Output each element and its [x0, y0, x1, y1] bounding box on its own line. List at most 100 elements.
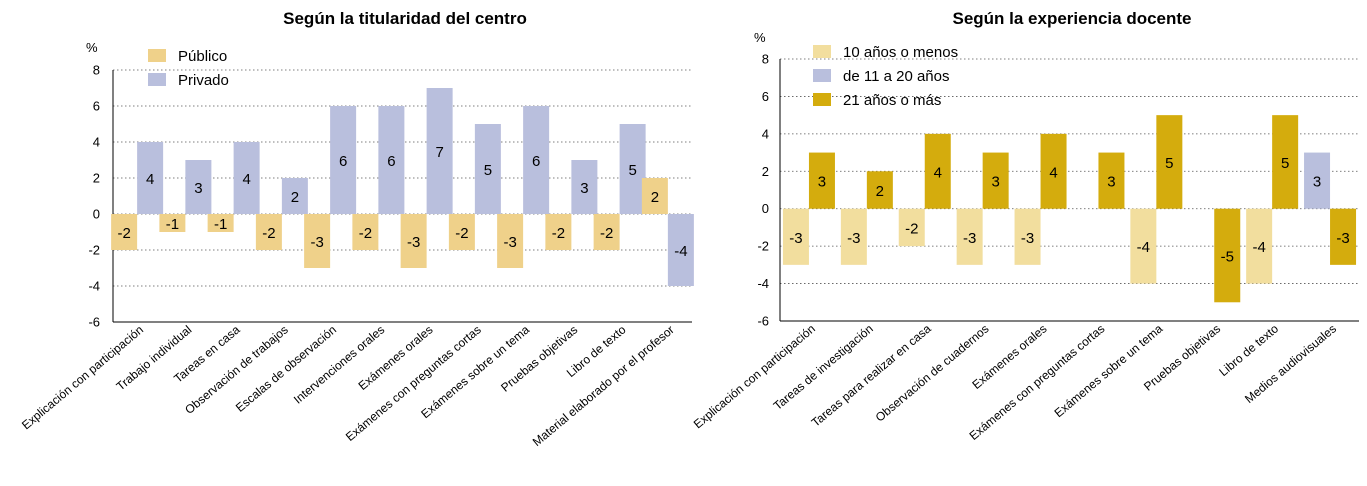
data-label: 6	[387, 153, 395, 170]
bar	[185, 160, 212, 214]
bar	[1330, 208, 1357, 265]
data-label: 7	[435, 144, 443, 161]
x-tick-label: Tareas de investigación	[771, 322, 876, 413]
y-tick-label: -6	[88, 315, 100, 330]
data-label: 4	[1049, 164, 1057, 181]
legend-swatch	[148, 49, 166, 62]
data-label: -4	[1137, 239, 1150, 256]
data-label: -2	[455, 225, 468, 242]
bar	[1272, 115, 1299, 209]
legend-swatch	[813, 69, 831, 82]
bar	[982, 152, 1009, 209]
data-label: -3	[310, 234, 323, 251]
data-label: 2	[651, 189, 659, 206]
bar	[207, 214, 234, 232]
data-label: -4	[674, 243, 687, 260]
legend-label: Público	[178, 48, 227, 65]
x-tick-label: Tareas para realizar en casa	[809, 321, 934, 429]
y-tick-label: 0	[93, 207, 100, 222]
bar	[137, 142, 164, 214]
data-label: 5	[628, 162, 636, 179]
x-tick-label: Explicación con participación	[691, 322, 818, 432]
bar	[1130, 208, 1157, 284]
data-label: -3	[1336, 230, 1349, 247]
x-tick-label: Exámenes sobre un tema	[1052, 321, 1166, 420]
data-label: 6	[339, 153, 347, 170]
data-label: -3	[847, 230, 860, 247]
y-tick-label: -2	[88, 243, 100, 258]
bar	[1246, 208, 1273, 284]
y-tick-label: 8	[762, 52, 769, 67]
data-label: 4	[146, 171, 154, 188]
bar	[426, 88, 453, 214]
data-label: -2	[600, 225, 613, 242]
bar	[782, 208, 809, 265]
data-label: 4	[242, 171, 250, 188]
bar	[667, 214, 694, 286]
y-tick-label: 4	[93, 135, 100, 150]
bar	[571, 160, 598, 214]
bar	[474, 124, 501, 214]
legend-swatch	[813, 45, 831, 58]
data-label: -2	[905, 220, 918, 237]
data-label: 6	[532, 153, 540, 170]
bar	[866, 171, 893, 209]
data-label: 3	[1313, 174, 1321, 191]
data-label: -4	[1252, 239, 1265, 256]
x-tick-label: Intervenciones orales	[291, 323, 387, 407]
y-tick-label: 2	[93, 171, 100, 186]
chart-titularidad: Según la titularidad del centro% 8 6 4 2 0 -2 -…	[19, 9, 694, 449]
bar	[523, 106, 550, 214]
data-label: -3	[789, 230, 802, 247]
bar	[497, 214, 524, 268]
data-label: 2	[876, 183, 884, 200]
bar	[330, 106, 357, 214]
legend-label: 21 años o más	[843, 92, 941, 109]
y-axis-unit: %	[86, 40, 98, 55]
data-label: 3	[818, 174, 826, 191]
y-tick-label: -2	[757, 239, 769, 254]
chart-title: Según la experiencia docente	[952, 9, 1191, 28]
legend-label: de 11 a 20 años	[843, 68, 949, 85]
y-tick-label: -4	[757, 276, 769, 291]
data-label: 2	[291, 189, 299, 206]
bar	[1304, 152, 1331, 209]
data-label: -1	[166, 216, 179, 233]
bar	[1014, 208, 1041, 265]
legend-label: 10 años o menos	[843, 44, 958, 61]
data-label: 3	[194, 180, 202, 197]
bar	[593, 214, 620, 250]
data-label: -3	[963, 230, 976, 247]
data-label: -2	[552, 225, 565, 242]
bar	[1040, 133, 1067, 209]
chart-experiencia: Según la experiencia docente% 8 6 4 2 0 -2 -4 -6…	[691, 9, 1359, 443]
y-axis-unit: %	[754, 30, 766, 45]
data-label: 3	[580, 180, 588, 197]
data-label: -1	[214, 216, 227, 233]
data-label: -2	[359, 225, 372, 242]
bar	[378, 106, 405, 214]
y-tick-label: 6	[93, 99, 100, 114]
data-label: -3	[1021, 230, 1034, 247]
bar	[619, 124, 646, 214]
data-label: -5	[1221, 249, 1234, 266]
data-label: 4	[934, 164, 942, 181]
y-tick-label: 0	[762, 201, 769, 216]
bar	[840, 208, 867, 265]
bar	[545, 214, 572, 250]
bar	[1156, 115, 1183, 209]
legend-label: Privado	[178, 72, 229, 89]
bar	[1098, 152, 1125, 209]
bar	[898, 208, 925, 247]
bar	[448, 214, 475, 250]
bar	[352, 214, 379, 250]
bar	[304, 214, 331, 268]
bar	[808, 152, 835, 209]
y-tick-label: 2	[762, 164, 769, 179]
bar	[641, 178, 668, 214]
chart-title: Según la titularidad del centro	[283, 9, 527, 28]
data-label: 3	[1107, 174, 1115, 191]
x-tick-label: Observación de cuadernos	[873, 322, 992, 425]
data-label: -2	[117, 225, 130, 242]
